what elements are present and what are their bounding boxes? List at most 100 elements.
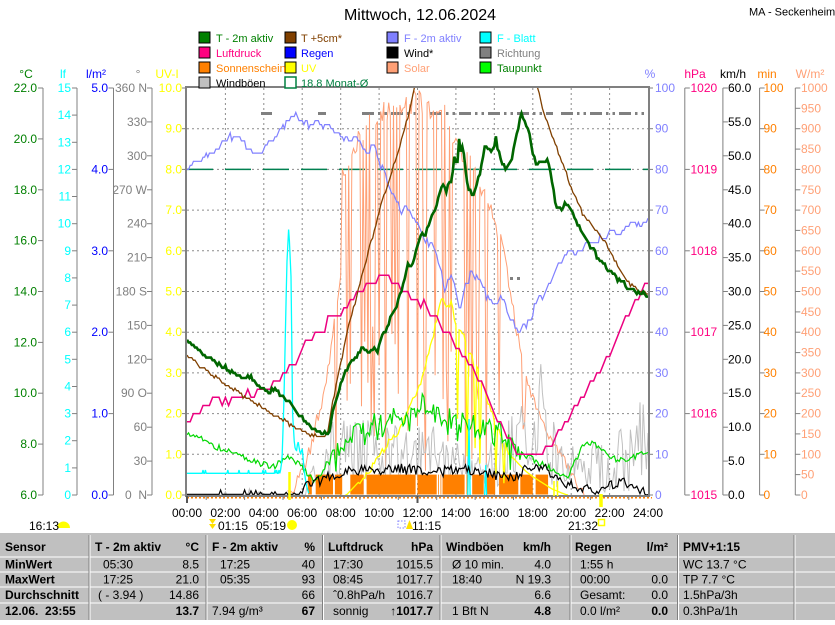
svg-text:Mittwoch, 12.06.2024: Mittwoch, 12.06.2024 bbox=[344, 7, 496, 24]
svg-text:15.0: 15.0 bbox=[728, 386, 752, 400]
svg-text:180 S: 180 S bbox=[116, 285, 147, 299]
svg-text:7: 7 bbox=[64, 298, 71, 312]
svg-text:10.0: 10.0 bbox=[159, 81, 183, 95]
svg-text:02:00: 02:00 bbox=[210, 506, 240, 520]
svg-text:F - Blatt: F - Blatt bbox=[497, 33, 536, 45]
svg-text:1015.5: 1015.5 bbox=[396, 558, 433, 572]
svg-text:700: 700 bbox=[801, 203, 821, 217]
svg-text:30: 30 bbox=[655, 366, 669, 380]
svg-text:60: 60 bbox=[134, 420, 148, 434]
svg-text:50.0: 50.0 bbox=[728, 149, 752, 163]
svg-text:UV-I: UV-I bbox=[155, 67, 178, 81]
svg-text:1019: 1019 bbox=[691, 162, 718, 176]
svg-text:km/h: km/h bbox=[523, 540, 551, 554]
svg-text:20: 20 bbox=[655, 407, 669, 421]
svg-text:17:30: 17:30 bbox=[333, 558, 363, 572]
svg-text:650: 650 bbox=[801, 223, 821, 237]
svg-text:°C: °C bbox=[186, 540, 200, 554]
svg-text:21:32: 21:32 bbox=[568, 519, 598, 533]
svg-text:ˆ0.8hPa/h: ˆ0.8hPa/h bbox=[333, 588, 385, 602]
svg-text:330: 330 bbox=[127, 115, 147, 129]
svg-text:16.0: 16.0 bbox=[14, 234, 38, 248]
svg-text:150: 150 bbox=[801, 427, 821, 441]
svg-text:12: 12 bbox=[58, 162, 72, 176]
svg-text:21.0: 21.0 bbox=[176, 573, 200, 587]
svg-text:0.0: 0.0 bbox=[91, 488, 108, 502]
svg-text:1015: 1015 bbox=[691, 488, 718, 502]
svg-text:18:00: 18:00 bbox=[518, 506, 548, 520]
svg-text:00:00: 00:00 bbox=[580, 573, 610, 587]
svg-text:9.0: 9.0 bbox=[165, 122, 182, 136]
svg-text:900: 900 bbox=[801, 122, 821, 136]
svg-text:°: ° bbox=[136, 67, 141, 81]
svg-text:10:00: 10:00 bbox=[364, 506, 394, 520]
svg-text:270 W: 270 W bbox=[112, 183, 147, 197]
svg-text:1: 1 bbox=[64, 461, 71, 475]
svg-text:MinWert: MinWert bbox=[5, 558, 52, 572]
svg-text:2.0: 2.0 bbox=[91, 325, 108, 339]
svg-text:1:55 h: 1:55 h bbox=[580, 558, 613, 572]
svg-text:300: 300 bbox=[801, 366, 821, 380]
svg-text:sonnig: sonnig bbox=[333, 604, 368, 618]
svg-text:0.0 l/m²: 0.0 l/m² bbox=[580, 604, 620, 618]
svg-text:50: 50 bbox=[801, 468, 815, 482]
svg-text:250: 250 bbox=[801, 386, 821, 400]
svg-text:1020: 1020 bbox=[691, 81, 718, 95]
svg-text:60.0: 60.0 bbox=[728, 81, 752, 95]
svg-text:4.0: 4.0 bbox=[534, 558, 551, 572]
svg-text:0: 0 bbox=[801, 488, 808, 502]
svg-text:5.0: 5.0 bbox=[91, 81, 108, 95]
svg-text:0: 0 bbox=[764, 488, 771, 502]
svg-text:1.5hPa/3h: 1.5hPa/3h bbox=[683, 588, 738, 602]
svg-text:30: 30 bbox=[764, 366, 778, 380]
svg-text:F - 2m aktiv: F - 2m aktiv bbox=[212, 540, 278, 554]
svg-text:Windböen: Windböen bbox=[446, 540, 504, 554]
svg-text:6.6: 6.6 bbox=[534, 588, 551, 602]
svg-text:100: 100 bbox=[801, 447, 821, 461]
svg-text:1016.7: 1016.7 bbox=[396, 588, 433, 602]
svg-text:50: 50 bbox=[655, 285, 669, 299]
svg-text:4.0: 4.0 bbox=[165, 325, 182, 339]
svg-text:3: 3 bbox=[64, 407, 71, 421]
svg-text:Gesamt:: Gesamt: bbox=[580, 588, 625, 602]
svg-text:240: 240 bbox=[127, 217, 147, 231]
svg-text:N 19.3: N 19.3 bbox=[516, 573, 552, 587]
svg-text:60: 60 bbox=[764, 244, 778, 258]
svg-text:1017: 1017 bbox=[691, 325, 718, 339]
svg-text:45.0: 45.0 bbox=[728, 183, 752, 197]
svg-text:4: 4 bbox=[64, 380, 71, 394]
svg-text:100: 100 bbox=[764, 81, 784, 95]
svg-text:100: 100 bbox=[655, 81, 675, 95]
svg-text:8.5: 8.5 bbox=[182, 558, 199, 572]
svg-text:22:00: 22:00 bbox=[595, 506, 625, 520]
svg-text:30: 30 bbox=[134, 454, 148, 468]
svg-text:Solar: Solar bbox=[404, 63, 430, 75]
svg-text:0: 0 bbox=[655, 488, 662, 502]
svg-text:950: 950 bbox=[801, 101, 821, 115]
svg-text:km/h: km/h bbox=[720, 67, 746, 81]
svg-text:11:15: 11:15 bbox=[412, 519, 441, 533]
svg-text:5.0: 5.0 bbox=[728, 454, 745, 468]
svg-text:01:15: 01:15 bbox=[218, 519, 248, 533]
svg-text:6.0: 6.0 bbox=[20, 488, 37, 502]
svg-text:WC 13.7 °C: WC 13.7 °C bbox=[683, 558, 747, 572]
svg-text:05:35: 05:35 bbox=[220, 573, 250, 587]
svg-text:11: 11 bbox=[59, 190, 72, 204]
svg-text:8.0: 8.0 bbox=[20, 437, 37, 451]
svg-text:90: 90 bbox=[655, 122, 669, 136]
svg-text:10.0: 10.0 bbox=[14, 386, 38, 400]
svg-text:400: 400 bbox=[801, 325, 821, 339]
svg-text:06:00: 06:00 bbox=[287, 506, 317, 520]
svg-text:750: 750 bbox=[801, 183, 821, 197]
svg-text:40.0: 40.0 bbox=[728, 217, 752, 231]
svg-text:50: 50 bbox=[764, 285, 778, 299]
svg-text:TP 7.7 °C: TP 7.7 °C bbox=[683, 573, 735, 587]
svg-text:18.8 Monat-Ø: 18.8 Monat-Ø bbox=[301, 78, 369, 90]
svg-text:l/m²: l/m² bbox=[647, 540, 668, 554]
svg-text:24:00: 24:00 bbox=[633, 506, 663, 520]
svg-text:04:00: 04:00 bbox=[249, 506, 279, 520]
svg-text:Ø 10 min.: Ø 10 min. bbox=[452, 558, 504, 572]
svg-text:T - 2m aktiv: T - 2m aktiv bbox=[216, 33, 274, 45]
svg-text:850: 850 bbox=[801, 142, 821, 156]
svg-text:Luftdruck: Luftdruck bbox=[328, 540, 384, 554]
